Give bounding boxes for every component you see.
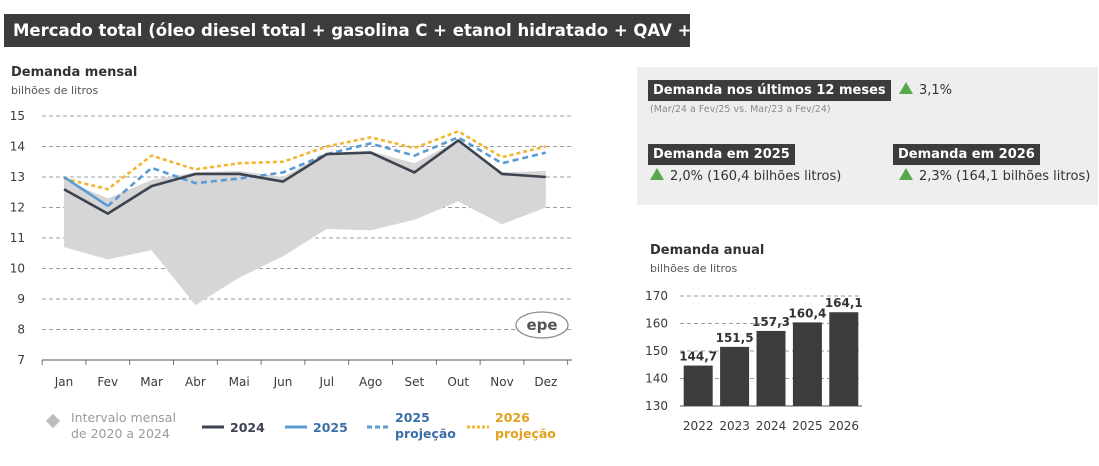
bar-2023	[720, 346, 750, 406]
x-tick-label: Fev	[97, 375, 118, 389]
epe-logo: epe	[515, 311, 569, 339]
x-tick-label: 2025	[792, 419, 823, 433]
y-tick-label: 12	[10, 201, 25, 215]
y-tick-label: 14	[10, 140, 25, 154]
bar-2022	[683, 365, 713, 406]
legend-2025-label: 2025	[313, 420, 348, 435]
bar-value-label: 160,4	[788, 306, 826, 320]
y-tick-label: 9	[17, 292, 25, 306]
demand-2025-label: Demanda em 2025	[648, 144, 795, 165]
bar-value-label: 164,1	[825, 296, 863, 310]
dotted-2026-swatch-icon	[467, 425, 489, 429]
y-tick-label: 150	[645, 344, 668, 358]
x-tick-label: Set	[405, 375, 425, 389]
triangle-up-icon	[899, 168, 913, 180]
x-tick-label: 2022	[683, 419, 714, 433]
series-2026-projection-line	[63, 129, 547, 191]
x-tick-label: Jun	[273, 375, 293, 389]
bar-value-label: 144,7	[679, 350, 717, 364]
bar-value-label: 157,3	[752, 315, 790, 329]
epe-logo-text: epe	[526, 316, 557, 334]
x-tick-label: Jan	[54, 375, 74, 389]
monthly-chart-title: Demanda mensal	[11, 65, 138, 80]
y-tick-label: 140	[645, 372, 668, 386]
y-tick-label: 130	[645, 399, 668, 413]
page-title: Mercado total (óleo diesel total + gasol…	[4, 14, 741, 47]
x-tick-label: Jul	[319, 375, 334, 389]
y-tick-label: 160	[645, 317, 668, 331]
bar-2025	[792, 322, 822, 406]
y-tick-label: 13	[10, 170, 25, 184]
legend-2024-label: 2024	[230, 420, 265, 435]
y-tick-label: 170	[645, 289, 668, 303]
x-tick-label: Ago	[359, 375, 382, 389]
y-tick-label: 11	[10, 231, 25, 245]
legend-band-label: Intervalo mensal de 2020 a 2024	[71, 410, 176, 441]
x-tick-label: Mai	[229, 375, 250, 389]
annual-chart-unit: bilhões de litros	[650, 262, 738, 275]
line-2024-swatch-icon	[202, 425, 224, 429]
annual-chart-title: Demanda anual	[650, 243, 765, 258]
legend-2025-projection-label: 2025 projeção	[395, 410, 456, 441]
last12-value: 3,1%	[919, 83, 953, 98]
x-tick-label: Nov	[490, 375, 513, 389]
interval-band-2020-2024	[64, 140, 546, 306]
legend-2026-projection-label: 2026 projeção	[495, 410, 556, 441]
series-2025-line	[63, 175, 109, 208]
line-2025-swatch-icon	[285, 425, 307, 429]
demand-2026-label: Demanda em 2026	[893, 144, 1040, 165]
bar-value-label: 151,5	[716, 331, 754, 345]
monthly-demand-chart: 7 8 9 10 11 12 13 14 15 Jan Fev Mar Abr Mai Jun Jul Ago S…	[10, 109, 572, 389]
x-tick-label: Mar	[140, 375, 163, 389]
demand-2026-value: 2,3% (164,1 bilhões litros)	[919, 169, 1091, 184]
bar-2024	[756, 330, 786, 406]
y-tick-label: 10	[10, 262, 25, 276]
y-tick-label: 7	[17, 353, 25, 367]
x-tick-label: Dez	[534, 375, 557, 389]
dashed-2025-swatch-icon	[367, 425, 389, 429]
y-tick-label: 15	[10, 109, 25, 123]
demand-2026-growth: 2,3% (164,1 bilhões litros)	[899, 168, 1090, 184]
monthly-chart-unit: bilhões de litros	[11, 84, 99, 97]
triangle-up-icon	[899, 82, 913, 94]
last12-label: Demanda nos últimos 12 meses	[648, 80, 891, 101]
demand-2025-value: 2,0% (160,4 bilhões litros)	[670, 169, 842, 184]
x-tick-label: 2024	[756, 419, 787, 433]
band-swatch-icon	[45, 413, 61, 429]
x-tick-label: 2026	[829, 419, 860, 433]
bar-2026	[829, 312, 859, 406]
x-tick-label: Abr	[185, 375, 206, 389]
monthly-chart-legend: Intervalo mensal de 2020 a 2024 2024 202…	[45, 410, 605, 450]
y-tick-label: 8	[17, 323, 25, 337]
last12-period-note: (Mar/24 a Fev/25 vs. Mar/23 a Fev/24)	[650, 104, 831, 115]
x-tick-label: 2023	[719, 419, 750, 433]
x-tick-label: Out	[447, 375, 469, 389]
demand-2025-growth: 2,0% (160,4 bilhões litros)	[650, 168, 841, 184]
last12-growth: 3,1%	[899, 82, 952, 98]
triangle-up-icon	[650, 168, 664, 180]
annual-demand-chart: 130 140 150 160 170 144,7 2022 151,5 2023 157,3 20…	[645, 289, 863, 433]
series-2024-line	[63, 139, 546, 215]
demand-summary-panel: Demanda nos últimos 12 meses 3,1% (Mar/2…	[637, 67, 1098, 205]
